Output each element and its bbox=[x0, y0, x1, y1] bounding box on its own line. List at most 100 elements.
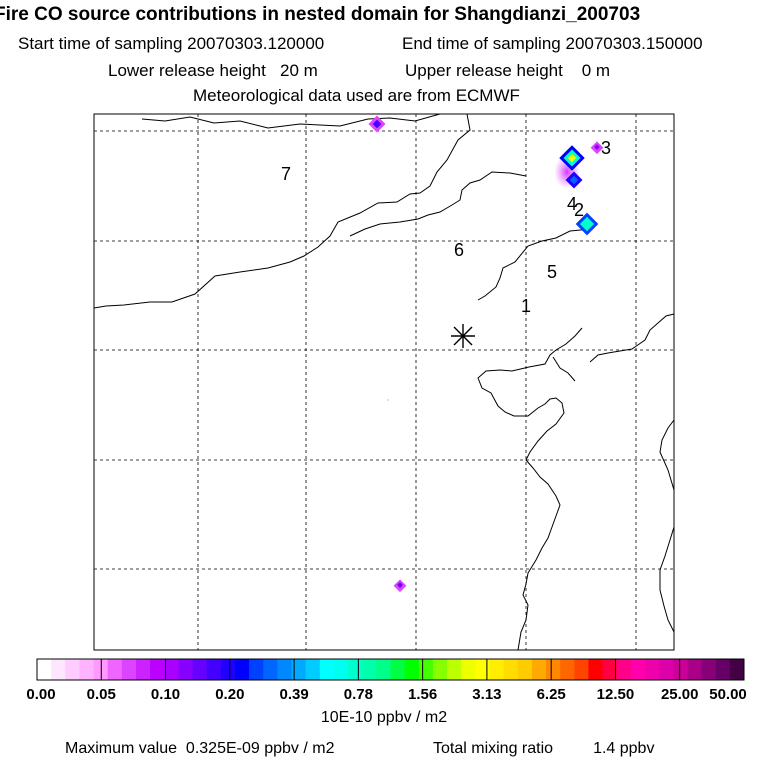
colorbar-swatch bbox=[616, 659, 632, 680]
colorbar bbox=[37, 659, 745, 680]
max-value: 0.325E-09 ppbv / m2 bbox=[185, 740, 335, 757]
colorbar-label: 0.20 bbox=[215, 686, 245, 703]
colorbar-label: 50.00 bbox=[709, 686, 747, 703]
upper-height-label: Upper release height bbox=[405, 61, 563, 80]
lower-height-line: Lower release height 20 m bbox=[108, 61, 318, 81]
colorbar-swatch bbox=[263, 659, 278, 680]
lower-height-label: Lower release height bbox=[108, 61, 266, 80]
colorbar-swatch bbox=[164, 659, 179, 680]
colorbar-swatch bbox=[560, 659, 575, 680]
colorbar-swatch bbox=[192, 659, 208, 680]
colorbar-swatch bbox=[574, 659, 589, 680]
end-time-label: End time of sampling bbox=[402, 34, 561, 53]
colorbar-label: 25.00 bbox=[660, 686, 699, 703]
colorbar-swatch bbox=[206, 659, 222, 680]
end-time-value: 20070303.150000 bbox=[565, 34, 703, 53]
colorbar-swatch bbox=[249, 659, 264, 680]
colorbar-swatch bbox=[362, 659, 377, 680]
colorbar-swatch bbox=[673, 659, 688, 680]
upper-height-line: Upper release height 0 m bbox=[405, 61, 610, 81]
colorbar-label: 1.56 bbox=[408, 686, 438, 703]
region-label-5: 5 bbox=[547, 262, 557, 282]
start-time-label: Start time of sampling bbox=[18, 34, 183, 53]
lower-height-value: 20 m bbox=[280, 61, 318, 80]
max-value-label: Maximum value bbox=[65, 740, 178, 757]
colorbar-swatch bbox=[277, 659, 292, 680]
colorbar-swatch bbox=[65, 659, 80, 680]
total-mixing-label: Total mixing ratio bbox=[433, 740, 554, 757]
colorbar-swatch bbox=[546, 659, 561, 680]
colorbar-swatch bbox=[701, 659, 717, 680]
upper-height-value: 0 m bbox=[581, 61, 611, 80]
south-source bbox=[393, 579, 407, 593]
region-label-1: 1 bbox=[521, 296, 531, 316]
colorbar-frame bbox=[36, 658, 745, 681]
colorbar-swatch bbox=[461, 659, 476, 680]
colorbar-swatch bbox=[645, 659, 660, 680]
colorbar-label: 12.50 bbox=[596, 686, 635, 703]
north-coast-source bbox=[368, 115, 386, 133]
colorbar-swatch bbox=[37, 659, 52, 680]
colorbar-label: 6.25 bbox=[536, 686, 566, 703]
colorbar-swatch bbox=[475, 659, 490, 680]
colorbar-swatch bbox=[135, 659, 151, 680]
coastlines bbox=[93, 113, 675, 651]
colorbar-swatch bbox=[630, 659, 646, 680]
receptor-asterisk bbox=[451, 324, 475, 348]
colorbar-label: 0.00 bbox=[26, 686, 56, 703]
colorbar-swatch bbox=[418, 659, 434, 680]
colorbar-swatch bbox=[715, 659, 731, 680]
colorbar-swatch bbox=[503, 659, 519, 680]
map-gridlines bbox=[94, 114, 674, 650]
colorbar-swatch bbox=[602, 659, 618, 680]
colorbar-label: 0.05 bbox=[86, 686, 116, 703]
colorbar-swatch bbox=[79, 659, 94, 680]
start-time-value: 20070303.120000 bbox=[187, 34, 325, 53]
colorbar-swatch bbox=[517, 659, 533, 680]
colorbar-swatch bbox=[376, 659, 391, 680]
colorbar-label: 0.10 bbox=[150, 686, 181, 703]
colorbar-swatch bbox=[390, 659, 406, 680]
colorbar-label: 0.39 bbox=[279, 686, 309, 703]
northeast-lower-source bbox=[565, 171, 583, 189]
plot-title: Fire CO source contributions in nested d… bbox=[0, 4, 641, 25]
colorbar-swatch bbox=[291, 659, 307, 680]
region-label-7: 7 bbox=[281, 164, 291, 184]
colorbar-swatch bbox=[489, 659, 505, 680]
region-labels: 1 2 3 4 5 6 7 bbox=[281, 138, 611, 316]
colorbar-swatch bbox=[51, 659, 66, 680]
colorbar-swatch bbox=[178, 659, 193, 680]
faint-speck bbox=[387, 399, 389, 401]
colorbar-label: 3.13 bbox=[472, 686, 502, 703]
colorbar-label: 0.78 bbox=[343, 686, 373, 703]
colorbar-swatch bbox=[729, 659, 745, 680]
colorbar-swatch bbox=[687, 659, 702, 680]
met-data-line: Meteorological data used are from ECMWF bbox=[193, 86, 520, 105]
northeast-cluster-source bbox=[559, 145, 585, 171]
max-value-line: Maximum value 0.325E-09 ppbv / m2 bbox=[65, 740, 334, 758]
colorbar-swatch bbox=[220, 659, 236, 680]
colorbar-swatch bbox=[432, 659, 448, 680]
colorbar-swatch bbox=[333, 659, 349, 680]
end-time-line: End time of sampling 20070303.150000 bbox=[402, 34, 703, 54]
colorbar-swatch bbox=[531, 659, 547, 680]
colorbar-swatch bbox=[404, 659, 420, 680]
colorbar-swatch bbox=[588, 659, 603, 680]
colorbar-units: 10E-10 ppbv / m2 bbox=[320, 709, 448, 726]
colorbar-swatch bbox=[305, 659, 321, 680]
map-frame bbox=[93, 113, 675, 651]
colorbar-swatch bbox=[107, 659, 123, 680]
total-mixing-value: 1.4 ppbv bbox=[593, 740, 655, 757]
colorbar-swatch bbox=[447, 659, 462, 680]
region-label-2: 2 bbox=[574, 200, 584, 220]
colorbar-swatch bbox=[659, 659, 674, 680]
region-label-6: 6 bbox=[454, 240, 464, 260]
colorbar-swatch bbox=[234, 659, 250, 680]
colorbar-swatch bbox=[319, 659, 335, 680]
start-time-line: Start time of sampling 20070303.120000 bbox=[18, 34, 324, 54]
colorbar-swatch bbox=[150, 659, 165, 680]
region-label-4: 4 bbox=[567, 194, 577, 214]
region-label-3: 3 bbox=[601, 138, 611, 158]
colorbar-swatch bbox=[348, 659, 363, 680]
